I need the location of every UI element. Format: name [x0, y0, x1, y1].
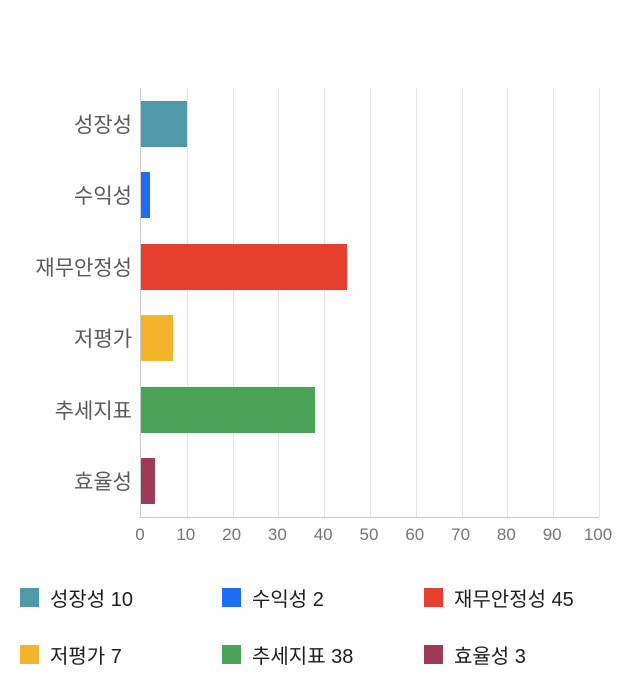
x-tick-label: 60 — [405, 525, 425, 544]
x-tick-label: 0 — [135, 525, 145, 544]
legend-label: 성장성 10 — [50, 589, 134, 611]
x-tick-label: 10 — [176, 525, 196, 544]
bar — [141, 243, 348, 290]
x-tick-label: 70 — [451, 525, 471, 544]
legend-swatch-icon — [222, 645, 241, 664]
y-axis-label: 저평가 — [74, 328, 132, 352]
bar — [141, 172, 151, 219]
legend-item: 효율성 3 — [424, 640, 626, 669]
bar-row — [141, 231, 599, 303]
x-axis: 0 10 20 30 40 50 60 70 80 90 100 — [135, 525, 612, 549]
gridline — [278, 88, 280, 517]
bar-rows — [141, 88, 599, 517]
x-tick-label: 40 — [313, 525, 333, 544]
plot-area — [140, 88, 600, 518]
legend-label: 재무안정성 45 — [454, 589, 574, 611]
gridline — [507, 88, 509, 517]
legend-label: 효율성 3 — [454, 646, 526, 668]
legend-item: 성장성 10 — [20, 583, 222, 612]
bar — [141, 100, 187, 147]
legend-swatch-icon — [222, 588, 241, 607]
y-axis-label: 재무안정성 — [35, 256, 132, 280]
legend-item: 추세지표 38 — [222, 640, 424, 669]
legend-swatch-icon — [424, 645, 443, 664]
legend-label: 저평가 7 — [50, 646, 122, 668]
x-tick-label: 90 — [542, 525, 562, 544]
gridline — [324, 88, 326, 517]
bar — [141, 315, 174, 362]
legend-item: 저평가 7 — [20, 640, 222, 669]
gridline — [461, 88, 463, 517]
legend-item: 수익성 2 — [222, 583, 424, 612]
bar-row — [141, 374, 599, 446]
legend-swatch-icon — [424, 588, 443, 607]
x-tick-label: 30 — [267, 525, 287, 544]
bar-row — [141, 446, 599, 518]
legend-item: 재무안정성 45 — [424, 583, 626, 612]
gridline — [553, 88, 555, 517]
gridline — [370, 88, 371, 517]
y-axis-label: 수익성 — [74, 185, 132, 209]
x-tick-label: 50 — [359, 525, 379, 544]
y-axis-label: 성장성 — [74, 113, 132, 137]
bar — [141, 458, 155, 505]
legend-label: 수익성 2 — [252, 589, 324, 611]
bar-row — [141, 160, 599, 232]
gridline — [232, 88, 234, 517]
y-axis-label: 효율성 — [74, 471, 132, 495]
legend-swatch-icon — [20, 645, 39, 664]
legend: 성장성 10 수익성 2 재무안정성 45 저평가 7 추세지표 38 효율성 3 — [20, 583, 626, 669]
gridline — [415, 88, 417, 517]
x-tick-label: 20 — [222, 525, 242, 544]
gridline — [599, 88, 600, 517]
x-tick-label: 100 — [583, 525, 613, 544]
legend-label: 추세지표 38 — [252, 646, 354, 668]
bar — [141, 386, 316, 433]
x-tick-label: 80 — [496, 525, 516, 544]
bar-row — [141, 303, 599, 375]
bar-row — [141, 88, 599, 160]
gridline — [186, 88, 188, 517]
y-axis-label: 추세지표 — [54, 399, 132, 423]
legend-swatch-icon — [20, 588, 39, 607]
